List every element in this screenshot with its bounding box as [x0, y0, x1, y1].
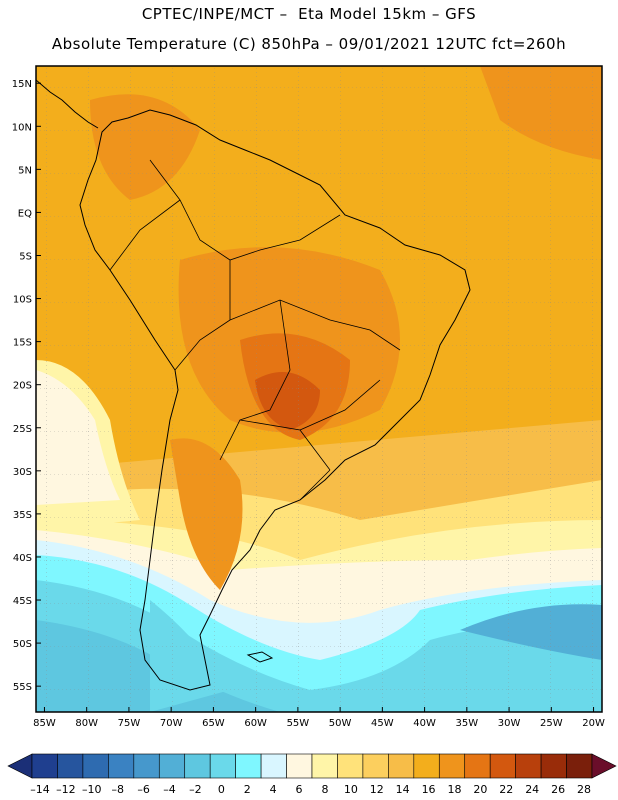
lat-label: 20S — [13, 381, 32, 392]
colorbar-swatch — [286, 753, 313, 779]
lon-label: 25W — [540, 718, 563, 729]
colorbar-label: 8 — [321, 783, 328, 796]
lat-label: 5S — [19, 251, 32, 262]
colorbar-label: 4 — [270, 783, 277, 796]
colorbar-swatch — [235, 753, 262, 779]
colorbar-label: 20 — [473, 783, 487, 796]
lat-label: 50S — [13, 639, 32, 650]
lon-label: 40W — [413, 718, 436, 729]
colorbar-swatch — [464, 753, 491, 779]
colorbar-swatch — [311, 753, 338, 779]
colorbar-swatch — [489, 753, 516, 779]
colorbar-swatch — [438, 753, 466, 779]
colorbar-label: 26 — [551, 783, 565, 796]
lon-label: 30W — [498, 718, 521, 729]
colorbar-label: –2 — [189, 783, 202, 796]
colorbar-label: 0 — [218, 783, 225, 796]
lat-label: 30S — [13, 467, 32, 478]
colorbar-swatch — [31, 753, 58, 779]
colorbar-swatch — [362, 753, 389, 779]
colorbar-low-arrow — [7, 753, 33, 779]
lon-label: 55W — [287, 718, 310, 729]
lat-label: 40S — [13, 553, 32, 564]
lon-label: 85W — [33, 718, 56, 729]
colorbar-high-arrow — [591, 753, 617, 779]
colorbar-swatch — [540, 753, 567, 779]
colorbar-label: 18 — [447, 783, 461, 796]
colorbar-swatch — [515, 753, 542, 779]
colorbar-label: 10 — [344, 783, 358, 796]
colorbar-label: –14 — [30, 783, 50, 796]
colorbar-swatch — [566, 753, 593, 779]
colorbar-label: –4 — [163, 783, 176, 796]
colorbar-swatch — [388, 753, 415, 779]
lat-label: 35S — [13, 510, 32, 521]
map-frame — [35, 65, 603, 713]
colorbar-swatch — [337, 753, 364, 779]
lat-label: 55S — [13, 682, 32, 693]
colorbar-swatch — [82, 753, 109, 779]
lat-label: 10N — [12, 122, 32, 133]
lon-label: 65W — [202, 718, 225, 729]
colorbar-label: 22 — [499, 783, 513, 796]
colorbar-label: –12 — [56, 783, 76, 796]
lon-label: 20W — [582, 718, 605, 729]
colorbar-swatch — [133, 753, 160, 779]
lat-label: 5N — [18, 165, 32, 176]
latitude-labels: 15N 10N 5N EQ 5S 10S 15S 20S 25S 30S 35S 40S 45S 50S 5… — [12, 79, 41, 693]
colorbar-swatch — [184, 753, 211, 779]
lat-label: EQ — [18, 208, 32, 219]
lon-label: 45W — [371, 718, 394, 729]
colorbar-swatch — [57, 753, 84, 779]
colorbar-swatch — [108, 753, 135, 779]
title-line-1: CPTEC/INPE/MCT – Eta Model 15km – GFS — [141, 5, 477, 23]
colorbar-label: –8 — [111, 783, 124, 796]
colorbar-label: 24 — [525, 783, 539, 796]
title-line-2: Absolute Temperature (C) 850hPa – 09/01/… — [51, 35, 567, 53]
colorbar-label: 12 — [370, 783, 384, 796]
colorbar-swatch — [209, 753, 236, 779]
lon-label: 50W — [329, 718, 352, 729]
lat-label: 15S — [13, 338, 32, 349]
longitude-labels: 85W 80W 75W 70W 65W 60W 55W 50W 45W 40W 35W 30W 25W 2… — [33, 707, 605, 729]
lon-label: 35W — [456, 718, 479, 729]
colorbar-swatch — [260, 753, 287, 779]
lon-label: 60W — [244, 718, 267, 729]
colorbar-label: –6 — [137, 783, 150, 796]
colorbar-swatch — [413, 753, 440, 779]
lat-label: 15N — [12, 79, 32, 90]
colorbar-label: 16 — [422, 783, 436, 796]
lon-label: 80W — [75, 718, 98, 729]
lat-label: 45S — [13, 596, 32, 607]
lon-label: 70W — [160, 718, 183, 729]
colorbar-swatch — [158, 753, 186, 779]
colorbar-label: 2 — [244, 783, 251, 796]
lat-label: 25S — [13, 424, 32, 435]
lon-label: 75W — [118, 718, 141, 729]
colorbar-label: 14 — [396, 783, 410, 796]
colorbar-label: 6 — [296, 783, 303, 796]
colorbar-label: 28 — [577, 783, 591, 796]
map-field — [36, 66, 602, 712]
colorbar-label: –10 — [82, 783, 102, 796]
lat-label: 10S — [13, 295, 32, 306]
